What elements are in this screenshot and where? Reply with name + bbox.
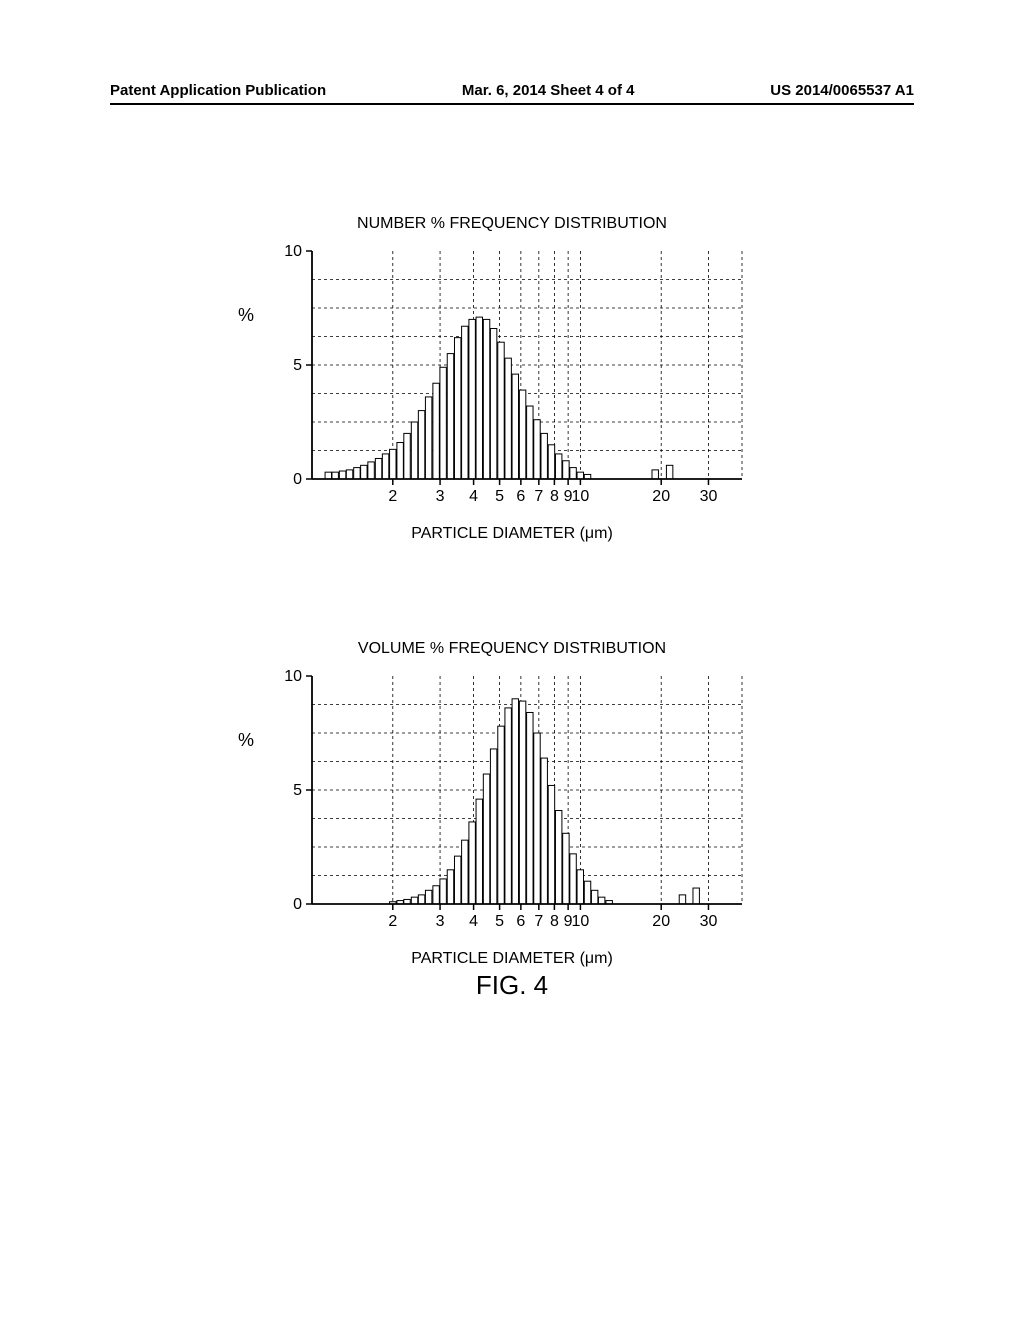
svg-text:4: 4	[469, 913, 478, 930]
svg-text:3: 3	[436, 488, 445, 505]
svg-text:2: 2	[388, 488, 397, 505]
svg-text:8: 8	[550, 488, 559, 505]
chart2-svg: 051023456789102030	[282, 668, 752, 944]
svg-text:5: 5	[293, 782, 302, 799]
svg-text:30: 30	[700, 913, 718, 930]
chart2-ylabel: %	[238, 730, 254, 751]
svg-text:2: 2	[388, 913, 397, 930]
svg-text:4: 4	[469, 488, 478, 505]
svg-text:3: 3	[436, 913, 445, 930]
chart1-wrapper: % 051023456789102030	[282, 243, 792, 519]
header-right: US 2014/0065537 A1	[770, 82, 914, 99]
chart2-wrapper: % 051023456789102030	[282, 668, 792, 944]
chart1-svg: 051023456789102030	[282, 243, 752, 519]
chart2-title: VOLUME % FREQUENCY DISTRIBUTION	[232, 640, 792, 658]
svg-text:7: 7	[534, 488, 543, 505]
header-center: Mar. 6, 2014 Sheet 4 of 4	[462, 82, 635, 99]
chart1-xlabel: PARTICLE DIAMETER (μm)	[232, 525, 792, 543]
svg-text:5: 5	[495, 913, 504, 930]
svg-text:20: 20	[652, 913, 670, 930]
chart1-ylabel: %	[238, 305, 254, 326]
svg-text:10: 10	[284, 668, 302, 685]
svg-text:6: 6	[516, 488, 525, 505]
svg-text:20: 20	[652, 488, 670, 505]
svg-text:5: 5	[495, 488, 504, 505]
svg-text:6: 6	[516, 913, 525, 930]
svg-text:10: 10	[572, 913, 590, 930]
svg-text:5: 5	[293, 357, 302, 374]
chart2-container: VOLUME % FREQUENCY DISTRIBUTION % 0 5 10 2 3…	[232, 640, 792, 1001]
chart2-xlabel: PARTICLE DIAMETER (μm)	[232, 950, 792, 968]
svg-text:10: 10	[284, 243, 302, 260]
svg-text:30: 30	[700, 488, 718, 505]
chart1-container: NUMBER % FREQUENCY DISTRIBUTION % 0 5 10 2 3…	[232, 215, 792, 543]
patent-header: Patent Application Publication Mar. 6, 2…	[110, 82, 914, 105]
svg-text:8: 8	[550, 913, 559, 930]
chart1-title: NUMBER % FREQUENCY DISTRIBUTION	[232, 215, 792, 233]
svg-text:10: 10	[572, 488, 590, 505]
svg-text:0: 0	[293, 471, 302, 488]
svg-text:0: 0	[293, 896, 302, 913]
svg-text:7: 7	[534, 913, 543, 930]
header-left: Patent Application Publication	[110, 82, 326, 99]
figure-label: FIG. 4	[232, 970, 792, 1001]
